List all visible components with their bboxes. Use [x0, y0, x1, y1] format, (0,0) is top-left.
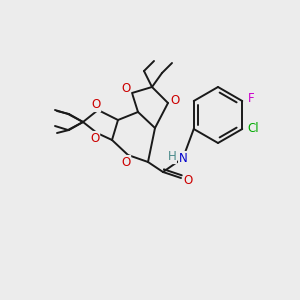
Text: O: O [122, 155, 130, 169]
Text: H: H [168, 151, 176, 164]
Text: N: N [178, 152, 188, 164]
Text: O: O [170, 94, 180, 107]
Text: O: O [183, 175, 193, 188]
Text: O: O [122, 82, 130, 95]
Text: F: F [248, 92, 255, 104]
Text: Cl: Cl [248, 122, 259, 136]
Text: O: O [92, 98, 100, 112]
Text: O: O [90, 131, 100, 145]
